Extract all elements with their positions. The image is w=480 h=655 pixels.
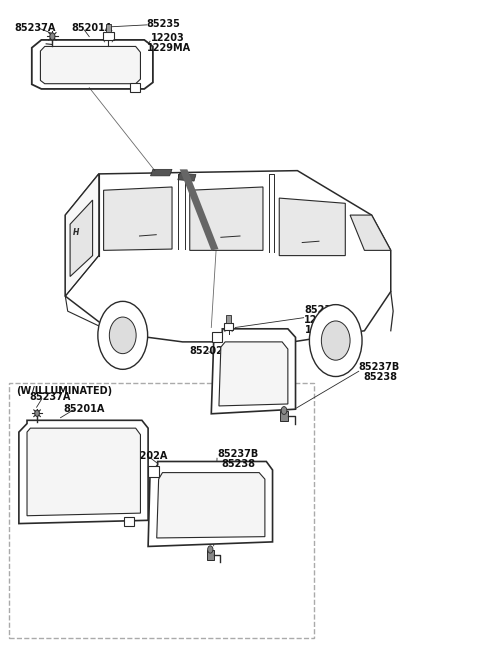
Text: 85238: 85238 — [222, 459, 256, 469]
Text: (W/ILLUMINATED): (W/ILLUMINATED) — [16, 386, 112, 396]
Polygon shape — [151, 170, 172, 176]
Text: 12203: 12203 — [151, 33, 184, 43]
Circle shape — [109, 317, 136, 354]
Circle shape — [50, 33, 55, 40]
Polygon shape — [190, 187, 263, 250]
Polygon shape — [178, 174, 196, 181]
Text: 85237B: 85237B — [359, 362, 400, 372]
Polygon shape — [148, 462, 273, 546]
Polygon shape — [212, 332, 222, 342]
Text: 85235: 85235 — [305, 305, 338, 315]
Polygon shape — [70, 200, 93, 276]
Text: 85202A: 85202A — [126, 451, 168, 461]
Circle shape — [322, 321, 350, 360]
Bar — [280, 411, 288, 421]
Text: 1229MA: 1229MA — [304, 315, 348, 326]
Polygon shape — [279, 198, 345, 255]
Bar — [106, 24, 111, 32]
Bar — [226, 315, 231, 323]
Text: 85238: 85238 — [363, 372, 397, 382]
Text: 85201A: 85201A — [63, 404, 104, 414]
Polygon shape — [104, 187, 172, 250]
Polygon shape — [65, 171, 391, 342]
Text: 12203: 12203 — [305, 325, 338, 335]
Polygon shape — [19, 421, 148, 523]
Circle shape — [208, 546, 213, 553]
Polygon shape — [211, 329, 296, 414]
Polygon shape — [40, 47, 141, 84]
Bar — [224, 323, 233, 329]
Text: 85201A: 85201A — [72, 23, 113, 33]
Polygon shape — [124, 517, 134, 526]
Circle shape — [35, 410, 39, 417]
Text: 85237A: 85237A — [14, 23, 56, 33]
Polygon shape — [65, 174, 99, 296]
Text: H: H — [73, 228, 80, 237]
FancyBboxPatch shape — [9, 383, 314, 638]
Polygon shape — [350, 215, 391, 250]
Text: 85202A: 85202A — [190, 346, 231, 356]
Circle shape — [310, 305, 362, 377]
Text: 1229MA: 1229MA — [147, 43, 191, 53]
Circle shape — [281, 407, 287, 415]
Polygon shape — [180, 170, 218, 250]
Polygon shape — [157, 473, 265, 538]
Text: 85235: 85235 — [147, 18, 180, 29]
Polygon shape — [148, 466, 158, 477]
Polygon shape — [32, 40, 153, 89]
Bar — [207, 550, 214, 559]
Text: 85237A: 85237A — [29, 392, 71, 402]
Polygon shape — [27, 428, 141, 515]
Circle shape — [98, 301, 148, 369]
Text: 85237B: 85237B — [217, 449, 258, 459]
Polygon shape — [130, 83, 141, 92]
Bar — [103, 32, 114, 40]
Polygon shape — [219, 342, 288, 406]
